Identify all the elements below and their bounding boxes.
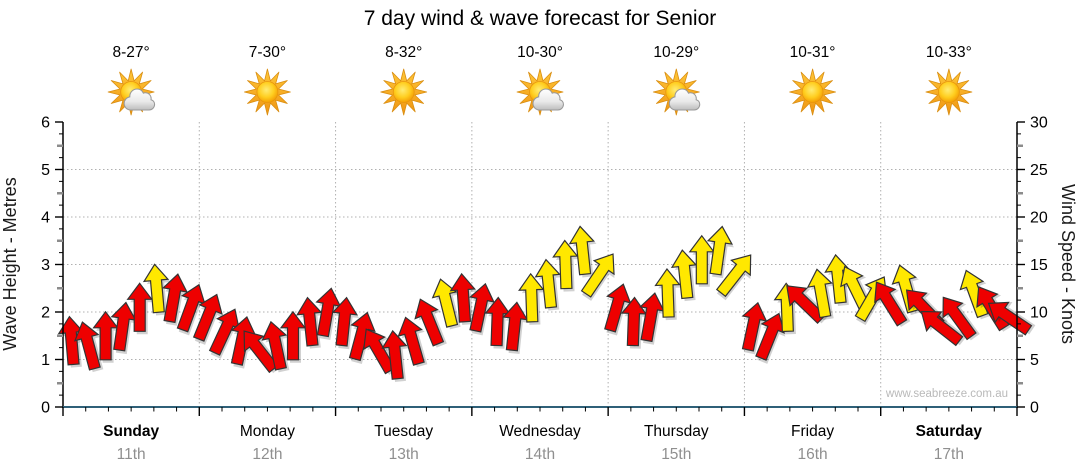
gridlines [63, 122, 1017, 407]
wind-arrow [243, 330, 282, 374]
day-name-label: Sunday [103, 423, 159, 440]
wind-arrow [161, 273, 189, 326]
y-right-tick-label: 0 [1030, 400, 1039, 417]
day-date-label: 11th [117, 446, 146, 463]
wind-arrow [987, 301, 1036, 336]
day-headers-and-footers: 8-27° Sunday 11th 7-30° Monday 12th 8-32° Tuesd… [103, 44, 982, 463]
sun-cloud-icon [516, 68, 564, 116]
wind-arrow [942, 296, 980, 341]
wind-arrow [568, 225, 597, 278]
wind-arrow [715, 254, 752, 301]
sun-cloud-icon [652, 68, 701, 116]
day-name-label: Friday [791, 423, 834, 440]
y-right-tick-label: 15 [1030, 257, 1048, 274]
day-name-label: Tuesday [374, 423, 433, 440]
wind-arrow [580, 253, 615, 301]
wind-arrow [502, 301, 530, 354]
y-left-axis-label: Wave Height - Metres [0, 177, 20, 350]
wind-arrow [348, 311, 377, 364]
wind-arrow [261, 320, 290, 373]
day-temperature: 10-29° [653, 44, 699, 61]
wind-arrow [920, 310, 967, 347]
day-date-label: 14th [525, 446, 555, 463]
day-temperature: 10-30° [517, 44, 563, 61]
wind-arrow [331, 296, 360, 350]
day-temperature: 10-31° [790, 44, 836, 61]
y-left-tick-label: 4 [41, 210, 50, 227]
axis-ticks [55, 121, 1025, 416]
day-name-label: Wednesday [499, 423, 581, 440]
wind-arrow [706, 225, 734, 279]
day-temperature: 8-32° [385, 44, 422, 61]
day-date-label: 12th [252, 446, 282, 463]
day-date-label: 13th [389, 446, 419, 463]
day-temperature: 8-27° [113, 44, 150, 61]
wind-arrow [552, 239, 580, 292]
wind-arrow [534, 258, 563, 311]
wind-arrow [126, 282, 155, 335]
sun-icon [925, 68, 973, 116]
wind-arrow [414, 298, 447, 348]
y-left-tick-label: 3 [41, 257, 50, 274]
y-left-tick-label: 2 [41, 305, 50, 322]
wind-arrow [654, 268, 683, 321]
sun-cloud-icon [107, 68, 156, 116]
chart-title: 7 day wind & wave forecast for Senior [364, 7, 717, 30]
day-temperature: 7-30° [249, 44, 286, 61]
wind-arrow [397, 316, 428, 368]
sun-icon [789, 68, 836, 116]
day-date-label: 15th [661, 446, 691, 463]
day-name-label: Thursday [644, 423, 709, 440]
wind-arrow [755, 312, 786, 364]
wind-arrow [279, 310, 308, 363]
y-right-axis-label: Wind Speed - Knots [1058, 184, 1078, 344]
wind-arrow [741, 301, 769, 355]
wind-arrow [73, 321, 104, 373]
y-right-tick-label: 5 [1030, 352, 1039, 369]
wind-arrow [518, 272, 546, 325]
sun-icon [244, 68, 291, 116]
wind-arrow [110, 301, 138, 355]
wind-arrow [874, 281, 911, 327]
y-right-tick-label: 10 [1030, 305, 1048, 322]
wind-arrow [604, 283, 633, 336]
sun-icon [380, 68, 428, 116]
day-name-label: Monday [240, 423, 295, 440]
y-left-tick-label: 0 [41, 400, 50, 417]
wind-arrow [638, 292, 666, 345]
day-date-label: 16th [797, 446, 827, 463]
wind-arrow [142, 263, 171, 316]
y-right-tick-label: 20 [1030, 210, 1048, 227]
y-left-tick-label: 6 [41, 115, 50, 132]
wind-arrow [806, 268, 835, 321]
wind-arrow [192, 293, 224, 345]
watermark: www.seabreeze.com.au [885, 388, 1008, 400]
day-name-label: Saturday [916, 423, 983, 440]
y-left-tick-label: 5 [41, 162, 50, 179]
day-date-label: 17th [934, 446, 964, 463]
y-left-tick-label: 1 [41, 352, 50, 369]
wind-arrow [296, 296, 324, 349]
axis-tick-labels: 0 1 2 3 4 5 6 0 5 10 15 20 25 30 [41, 115, 1048, 417]
wind-arrow [469, 282, 496, 336]
wind-arrow [449, 272, 478, 325]
wind-arrows [57, 225, 1036, 382]
wind-arrow [670, 249, 699, 302]
y-right-tick-label: 25 [1030, 162, 1048, 179]
day-temperature: 10-33° [926, 44, 972, 61]
wind-arrow [381, 329, 410, 382]
y-right-tick-label: 30 [1030, 115, 1048, 132]
wind-arrow [620, 296, 649, 349]
